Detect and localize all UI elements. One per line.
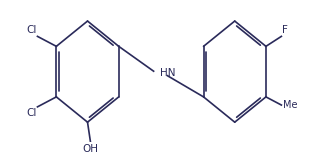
Text: Cl: Cl — [26, 25, 36, 35]
Text: HN: HN — [160, 68, 175, 78]
Text: OH: OH — [82, 144, 99, 154]
Text: F: F — [283, 25, 288, 35]
Text: Cl: Cl — [26, 108, 36, 118]
Text: Me: Me — [283, 100, 298, 110]
